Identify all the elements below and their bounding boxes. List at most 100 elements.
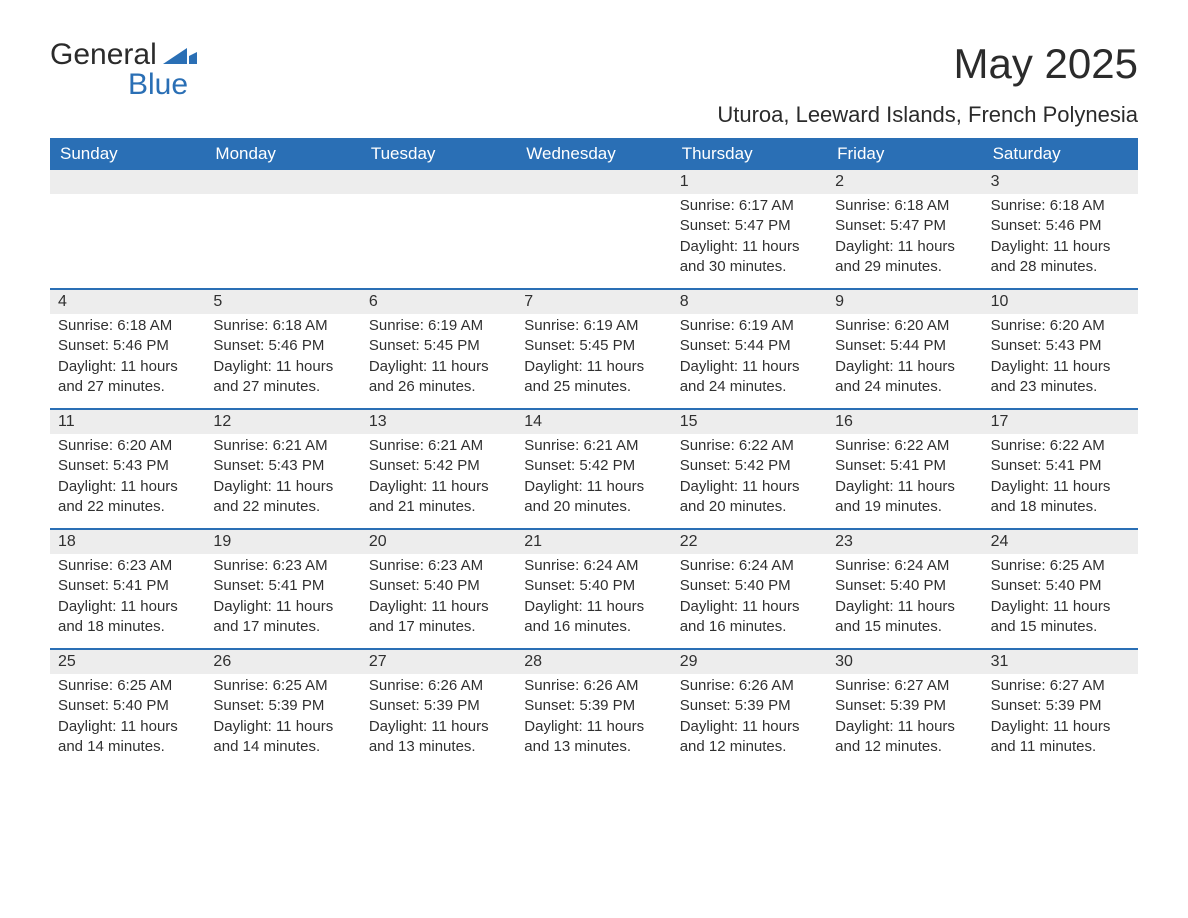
day-number: 14 [516, 410, 671, 434]
weekday-header: Saturday [983, 138, 1138, 170]
calendar-cell: 14Sunrise: 6:21 AMSunset: 5:42 PMDayligh… [516, 410, 671, 528]
sunset-text: Sunset: 5:39 PM [680, 696, 819, 716]
day-details: Sunrise: 6:20 AMSunset: 5:44 PMDaylight:… [827, 314, 982, 403]
calendar-cell: 25Sunrise: 6:25 AMSunset: 5:40 PMDayligh… [50, 650, 205, 768]
calendar-cell: 26Sunrise: 6:25 AMSunset: 5:39 PMDayligh… [205, 650, 360, 768]
day-number: 27 [361, 650, 516, 674]
day-details: Sunrise: 6:22 AMSunset: 5:41 PMDaylight:… [983, 434, 1138, 523]
weekday-header: Friday [827, 138, 982, 170]
sunrise-text: Sunrise: 6:18 AM [835, 196, 974, 216]
sunset-text: Sunset: 5:40 PM [680, 576, 819, 596]
day-details: Sunrise: 6:21 AMSunset: 5:43 PMDaylight:… [205, 434, 360, 523]
sunset-text: Sunset: 5:44 PM [835, 336, 974, 356]
day-details: Sunrise: 6:18 AMSunset: 5:46 PMDaylight:… [983, 194, 1138, 283]
sunrise-text: Sunrise: 6:21 AM [524, 436, 663, 456]
daylight-text: Daylight: 11 hours and 17 minutes. [369, 597, 508, 638]
day-details: Sunrise: 6:27 AMSunset: 5:39 PMDaylight:… [827, 674, 982, 763]
sunset-text: Sunset: 5:44 PM [680, 336, 819, 356]
sunset-text: Sunset: 5:43 PM [58, 456, 197, 476]
sunset-text: Sunset: 5:40 PM [524, 576, 663, 596]
day-number: 28 [516, 650, 671, 674]
day-number: 30 [827, 650, 982, 674]
daylight-text: Daylight: 11 hours and 29 minutes. [835, 237, 974, 278]
calendar-cell: 21Sunrise: 6:24 AMSunset: 5:40 PMDayligh… [516, 530, 671, 648]
calendar-week: 4Sunrise: 6:18 AMSunset: 5:46 PMDaylight… [50, 288, 1138, 408]
weekday-header-row: Sunday Monday Tuesday Wednesday Thursday… [50, 138, 1138, 170]
logo-flag-icon [163, 40, 197, 70]
daylight-text: Daylight: 11 hours and 24 minutes. [680, 357, 819, 398]
sunrise-text: Sunrise: 6:21 AM [369, 436, 508, 456]
calendar-cell: 24Sunrise: 6:25 AMSunset: 5:40 PMDayligh… [983, 530, 1138, 648]
calendar-week: 25Sunrise: 6:25 AMSunset: 5:40 PMDayligh… [50, 648, 1138, 768]
calendar-cell: 27Sunrise: 6:26 AMSunset: 5:39 PMDayligh… [361, 650, 516, 768]
day-number: 23 [827, 530, 982, 554]
day-details: Sunrise: 6:23 AMSunset: 5:41 PMDaylight:… [205, 554, 360, 643]
daylight-text: Daylight: 11 hours and 25 minutes. [524, 357, 663, 398]
daylight-text: Daylight: 11 hours and 30 minutes. [680, 237, 819, 278]
daylight-text: Daylight: 11 hours and 12 minutes. [680, 717, 819, 758]
calendar-cell: 5Sunrise: 6:18 AMSunset: 5:46 PMDaylight… [205, 290, 360, 408]
day-details: Sunrise: 6:20 AMSunset: 5:43 PMDaylight:… [50, 434, 205, 523]
daylight-text: Daylight: 11 hours and 28 minutes. [991, 237, 1130, 278]
sunset-text: Sunset: 5:46 PM [213, 336, 352, 356]
sunrise-text: Sunrise: 6:24 AM [835, 556, 974, 576]
day-number: 4 [50, 290, 205, 314]
day-number: 31 [983, 650, 1138, 674]
calendar-cell: 29Sunrise: 6:26 AMSunset: 5:39 PMDayligh… [672, 650, 827, 768]
calendar-cell: 12Sunrise: 6:21 AMSunset: 5:43 PMDayligh… [205, 410, 360, 528]
calendar-cell: 19Sunrise: 6:23 AMSunset: 5:41 PMDayligh… [205, 530, 360, 648]
day-details: Sunrise: 6:26 AMSunset: 5:39 PMDaylight:… [672, 674, 827, 763]
sunrise-text: Sunrise: 6:17 AM [680, 196, 819, 216]
daylight-text: Daylight: 11 hours and 18 minutes. [58, 597, 197, 638]
daylight-text: Daylight: 11 hours and 15 minutes. [835, 597, 974, 638]
sunrise-text: Sunrise: 6:22 AM [835, 436, 974, 456]
sunset-text: Sunset: 5:46 PM [58, 336, 197, 356]
sunrise-text: Sunrise: 6:23 AM [58, 556, 197, 576]
daylight-text: Daylight: 11 hours and 20 minutes. [680, 477, 819, 518]
sunset-text: Sunset: 5:39 PM [213, 696, 352, 716]
sunset-text: Sunset: 5:39 PM [835, 696, 974, 716]
day-number: 25 [50, 650, 205, 674]
day-details: Sunrise: 6:22 AMSunset: 5:42 PMDaylight:… [672, 434, 827, 523]
sunrise-text: Sunrise: 6:26 AM [680, 676, 819, 696]
sunset-text: Sunset: 5:43 PM [991, 336, 1130, 356]
sunset-text: Sunset: 5:43 PM [213, 456, 352, 476]
sunrise-text: Sunrise: 6:20 AM [991, 316, 1130, 336]
day-details: Sunrise: 6:24 AMSunset: 5:40 PMDaylight:… [516, 554, 671, 643]
logo-word1: General [50, 38, 157, 71]
calendar-cell: 13Sunrise: 6:21 AMSunset: 5:42 PMDayligh… [361, 410, 516, 528]
day-details: Sunrise: 6:25 AMSunset: 5:40 PMDaylight:… [50, 674, 205, 763]
calendar-week: 18Sunrise: 6:23 AMSunset: 5:41 PMDayligh… [50, 528, 1138, 648]
sunset-text: Sunset: 5:40 PM [835, 576, 974, 596]
brand-logo: General Blue [50, 40, 197, 100]
daylight-text: Daylight: 11 hours and 16 minutes. [680, 597, 819, 638]
calendar-cell [50, 170, 205, 288]
daylight-text: Daylight: 11 hours and 18 minutes. [991, 477, 1130, 518]
sunset-text: Sunset: 5:39 PM [991, 696, 1130, 716]
day-number: 13 [361, 410, 516, 434]
sunrise-text: Sunrise: 6:25 AM [58, 676, 197, 696]
day-number: 5 [205, 290, 360, 314]
day-details: Sunrise: 6:27 AMSunset: 5:39 PMDaylight:… [983, 674, 1138, 763]
day-details: Sunrise: 6:21 AMSunset: 5:42 PMDaylight:… [516, 434, 671, 523]
day-number: 29 [672, 650, 827, 674]
calendar-page: General Blue May 2025 Uturoa, Leeward Is… [0, 0, 1188, 798]
logo-word2: Blue [128, 70, 188, 100]
empty-daynum [205, 170, 360, 194]
day-number: 11 [50, 410, 205, 434]
day-number: 6 [361, 290, 516, 314]
daylight-text: Daylight: 11 hours and 22 minutes. [58, 477, 197, 518]
calendar-cell: 3Sunrise: 6:18 AMSunset: 5:46 PMDaylight… [983, 170, 1138, 288]
sunrise-text: Sunrise: 6:24 AM [680, 556, 819, 576]
sunrise-text: Sunrise: 6:22 AM [991, 436, 1130, 456]
calendar-cell: 7Sunrise: 6:19 AMSunset: 5:45 PMDaylight… [516, 290, 671, 408]
calendar-cell: 4Sunrise: 6:18 AMSunset: 5:46 PMDaylight… [50, 290, 205, 408]
calendar-cell: 28Sunrise: 6:26 AMSunset: 5:39 PMDayligh… [516, 650, 671, 768]
daylight-text: Daylight: 11 hours and 14 minutes. [213, 717, 352, 758]
day-details: Sunrise: 6:25 AMSunset: 5:40 PMDaylight:… [983, 554, 1138, 643]
calendar-week: 11Sunrise: 6:20 AMSunset: 5:43 PMDayligh… [50, 408, 1138, 528]
daylight-text: Daylight: 11 hours and 27 minutes. [213, 357, 352, 398]
day-number: 12 [205, 410, 360, 434]
sunrise-text: Sunrise: 6:27 AM [835, 676, 974, 696]
day-number: 20 [361, 530, 516, 554]
